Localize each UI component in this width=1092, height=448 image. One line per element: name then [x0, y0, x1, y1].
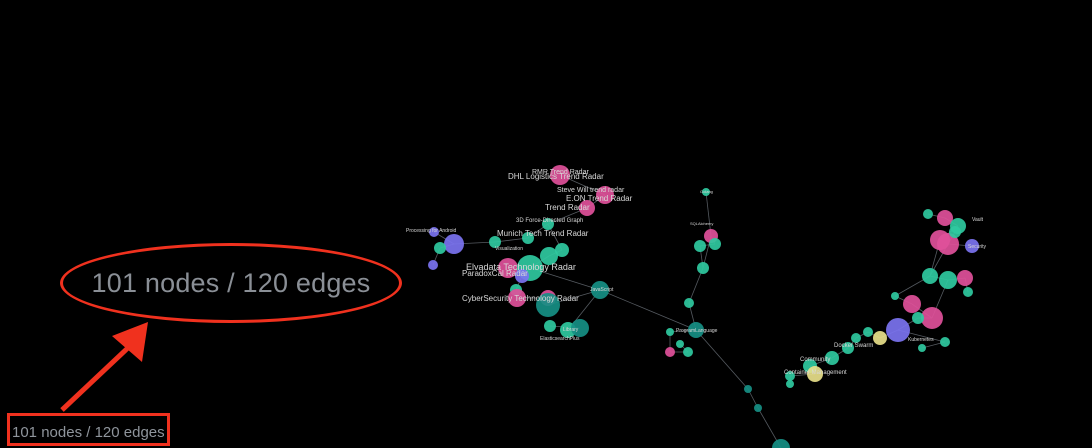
graph-node[interactable]: [697, 262, 709, 274]
graph-node[interactable]: [579, 200, 595, 216]
graph-node[interactable]: [807, 366, 823, 382]
graph-node[interactable]: [785, 371, 795, 381]
graph-node[interactable]: [429, 227, 439, 237]
graph-node-label: Munich Tech Trend Radar: [497, 229, 589, 238]
graph-node-label: ElasticsearchPlus: [540, 336, 580, 342]
graph-node[interactable]: [873, 331, 887, 345]
graph-node-label: Processing for Android: [406, 228, 457, 234]
node-edge-count-status: 101 nodes / 120 edges: [12, 424, 165, 441]
status-highlight-box: [7, 413, 170, 446]
graph-node-label: Container Management: [784, 370, 847, 376]
graph-node[interactable]: [963, 287, 973, 297]
graph-node-label: Library: [563, 327, 579, 333]
graph-node-label: Trend Radar: [545, 203, 590, 212]
graph-node-label: Docker Swarm: [834, 343, 873, 349]
graph-node[interactable]: [939, 271, 957, 289]
graph-node[interactable]: [591, 281, 609, 299]
graph-node[interactable]: [772, 439, 790, 448]
graph-node[interactable]: [786, 380, 794, 388]
graph-node-label: SQLAlchemy: [690, 221, 713, 226]
graph-node-label: E.ON Trend Radar: [566, 194, 633, 203]
graph-node-label: Visualization: [495, 246, 523, 252]
graph-node-label: Security: [968, 244, 987, 250]
graph-node[interactable]: [912, 312, 924, 324]
graph-node[interactable]: [957, 270, 973, 286]
graph-node[interactable]: [949, 226, 961, 238]
graph-node[interactable]: [428, 260, 438, 270]
graph-node[interactable]: [886, 318, 910, 342]
graph-node-label: Kubernetes: [908, 337, 934, 343]
graph-node[interactable]: [676, 340, 684, 348]
graph-edge: [705, 191, 712, 237]
graph-node-label: CyberSecurity Technology Radar: [462, 294, 579, 303]
graph-nodes[interactable]: [428, 165, 979, 448]
graph-node[interactable]: [965, 239, 979, 253]
graph-node[interactable]: [903, 295, 921, 313]
graph-edge: [695, 329, 749, 390]
graph-node[interactable]: [754, 404, 762, 412]
callout-ellipse: [60, 243, 402, 323]
graph-node-label: ProgramLanguage: [676, 328, 718, 334]
graph-edge: [599, 289, 697, 331]
graph-node[interactable]: [918, 344, 926, 352]
graph-node[interactable]: [921, 307, 943, 329]
graph-node-label: Steve Will trend radar: [557, 187, 625, 194]
graph-node[interactable]: [540, 247, 558, 265]
graph-node[interactable]: [940, 337, 950, 347]
graph-node[interactable]: [709, 238, 721, 250]
graph-node[interactable]: [694, 240, 706, 252]
graph-node[interactable]: [863, 327, 873, 337]
graph-node[interactable]: [688, 322, 704, 338]
graph-node[interactable]: [684, 298, 694, 308]
graph-node-label: JavaScript: [590, 287, 614, 293]
graph-node[interactable]: [922, 268, 938, 284]
graph-node[interactable]: [522, 232, 534, 244]
graph-node[interactable]: [851, 333, 861, 343]
graph-node[interactable]: [536, 293, 560, 317]
graph-node-label: DHL Logistics Trend Radar: [508, 172, 604, 181]
graph-node[interactable]: [937, 210, 953, 226]
graph-node-label: Elvadata Technology Radar: [466, 262, 576, 272]
graph-node-label: Golang: [700, 189, 713, 194]
callout-node-edge-count: 101 nodes / 120 edges: [91, 267, 371, 298]
graph-node-label: Community: [800, 357, 830, 363]
graph-node[interactable]: [842, 342, 854, 354]
graph-node[interactable]: [444, 234, 464, 254]
graph-node[interactable]: [596, 186, 614, 204]
graph-node[interactable]: [702, 188, 710, 196]
graph-node[interactable]: [937, 233, 959, 255]
graph-edge: [688, 267, 704, 304]
graph-node[interactable]: [434, 242, 446, 254]
graph-node[interactable]: [489, 236, 501, 248]
graph-node[interactable]: [665, 347, 675, 357]
graph-node-label: RMR Trend Radar: [532, 169, 589, 176]
graph-node[interactable]: [544, 320, 556, 332]
graph-node[interactable]: [683, 347, 693, 357]
graph-node[interactable]: [555, 243, 569, 257]
graph-node[interactable]: [825, 351, 839, 365]
graph-node-label: Vault: [972, 217, 984, 223]
graph-node[interactable]: [571, 319, 589, 337]
graph-node[interactable]: [550, 165, 570, 185]
graph-node[interactable]: [923, 209, 933, 219]
graph-node[interactable]: [508, 289, 526, 307]
graph-node[interactable]: [515, 269, 529, 283]
graph-node-label: 3D Force-Directed Graph: [516, 218, 583, 224]
graph-node-label: ParadoxCal Radar: [462, 269, 528, 278]
graph-node[interactable]: [744, 385, 752, 393]
graph-node[interactable]: [666, 328, 674, 336]
graph-node[interactable]: [498, 258, 518, 278]
graph-node[interactable]: [891, 292, 899, 300]
graph-node[interactable]: [542, 218, 554, 230]
